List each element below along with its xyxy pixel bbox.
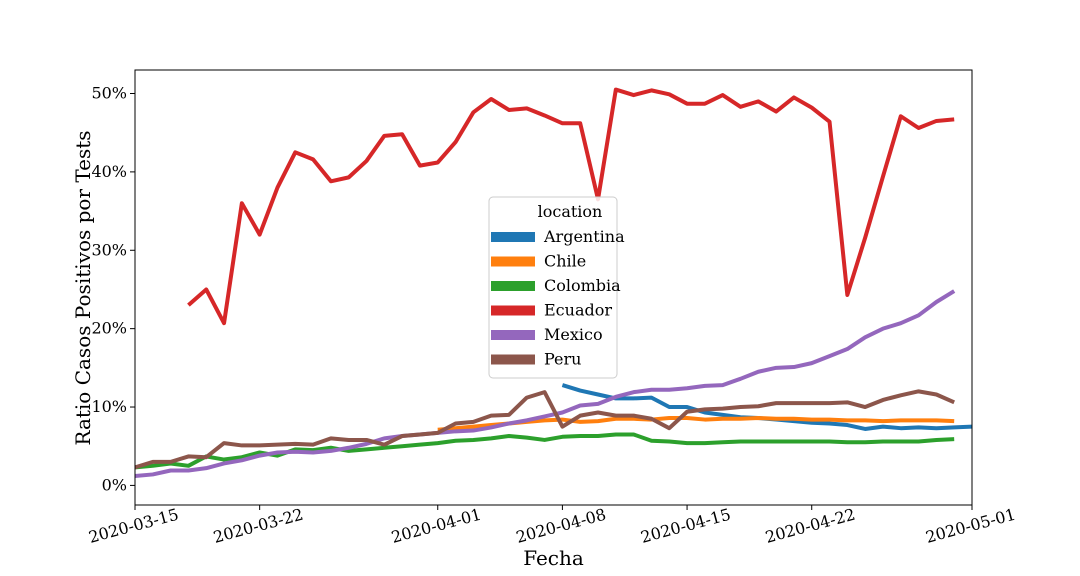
legend: location Argentina Chile Colombia Ecuador Me… (488, 196, 625, 379)
x-axis: 2020-03-15 2020-03-22 2020-04-01 2020-04-08… (87, 505, 1018, 547)
y-tick-label: 0% (102, 475, 127, 494)
series-line-mexico (134, 289, 956, 478)
legend-label-peru: Peru (544, 350, 581, 369)
series-line-colombia (134, 432, 955, 470)
x-tick-label: 2020-05-01 (924, 505, 1018, 547)
series-line-ecuador (187, 87, 955, 326)
legend-swatch-mexico (491, 330, 535, 340)
y-tick-label: 10% (91, 397, 127, 416)
legend-swatch-ecuador (491, 305, 535, 316)
x-tick-label: 2020-04-08 (514, 505, 608, 547)
legend-swatch-peru (491, 354, 535, 365)
x-tick-label: 2020-04-22 (763, 505, 857, 547)
y-axis-label: Ratio Casos Positivos por Tests (71, 130, 95, 445)
y-tick-label: 40% (91, 162, 127, 181)
legend-swatch-chile (491, 256, 535, 267)
legend-items: Argentina Chile Colombia Ecuador Mexico Peru (491, 227, 625, 369)
legend-label-mexico: Mexico (544, 325, 603, 344)
y-tick-label: 30% (91, 240, 127, 259)
legend-title: location (538, 202, 603, 221)
y-tick-label: 50% (91, 84, 127, 103)
x-axis-label: Fecha (523, 546, 584, 570)
x-tick-label: 2020-04-15 (639, 505, 733, 547)
x-tick-label: 2020-03-15 (87, 505, 181, 547)
x-tick-label: 2020-04-01 (389, 505, 483, 547)
x-tick-label: 2020-03-22 (211, 505, 305, 547)
legend-swatch-colombia (491, 281, 535, 291)
y-tick-label: 20% (91, 319, 127, 338)
legend-swatch-argentina (491, 232, 535, 242)
series-line-peru (134, 389, 955, 470)
y-axis: 0% 10% 20% 30% 40% 50% (91, 84, 135, 494)
series-layer (134, 87, 973, 478)
legend-label-colombia: Colombia (544, 276, 621, 295)
legend-label-ecuador: Ecuador (544, 301, 612, 320)
plot-frame (134, 69, 973, 506)
legend-label-chile: Chile (544, 252, 586, 271)
legend-label-argentina: Argentina (543, 227, 625, 246)
